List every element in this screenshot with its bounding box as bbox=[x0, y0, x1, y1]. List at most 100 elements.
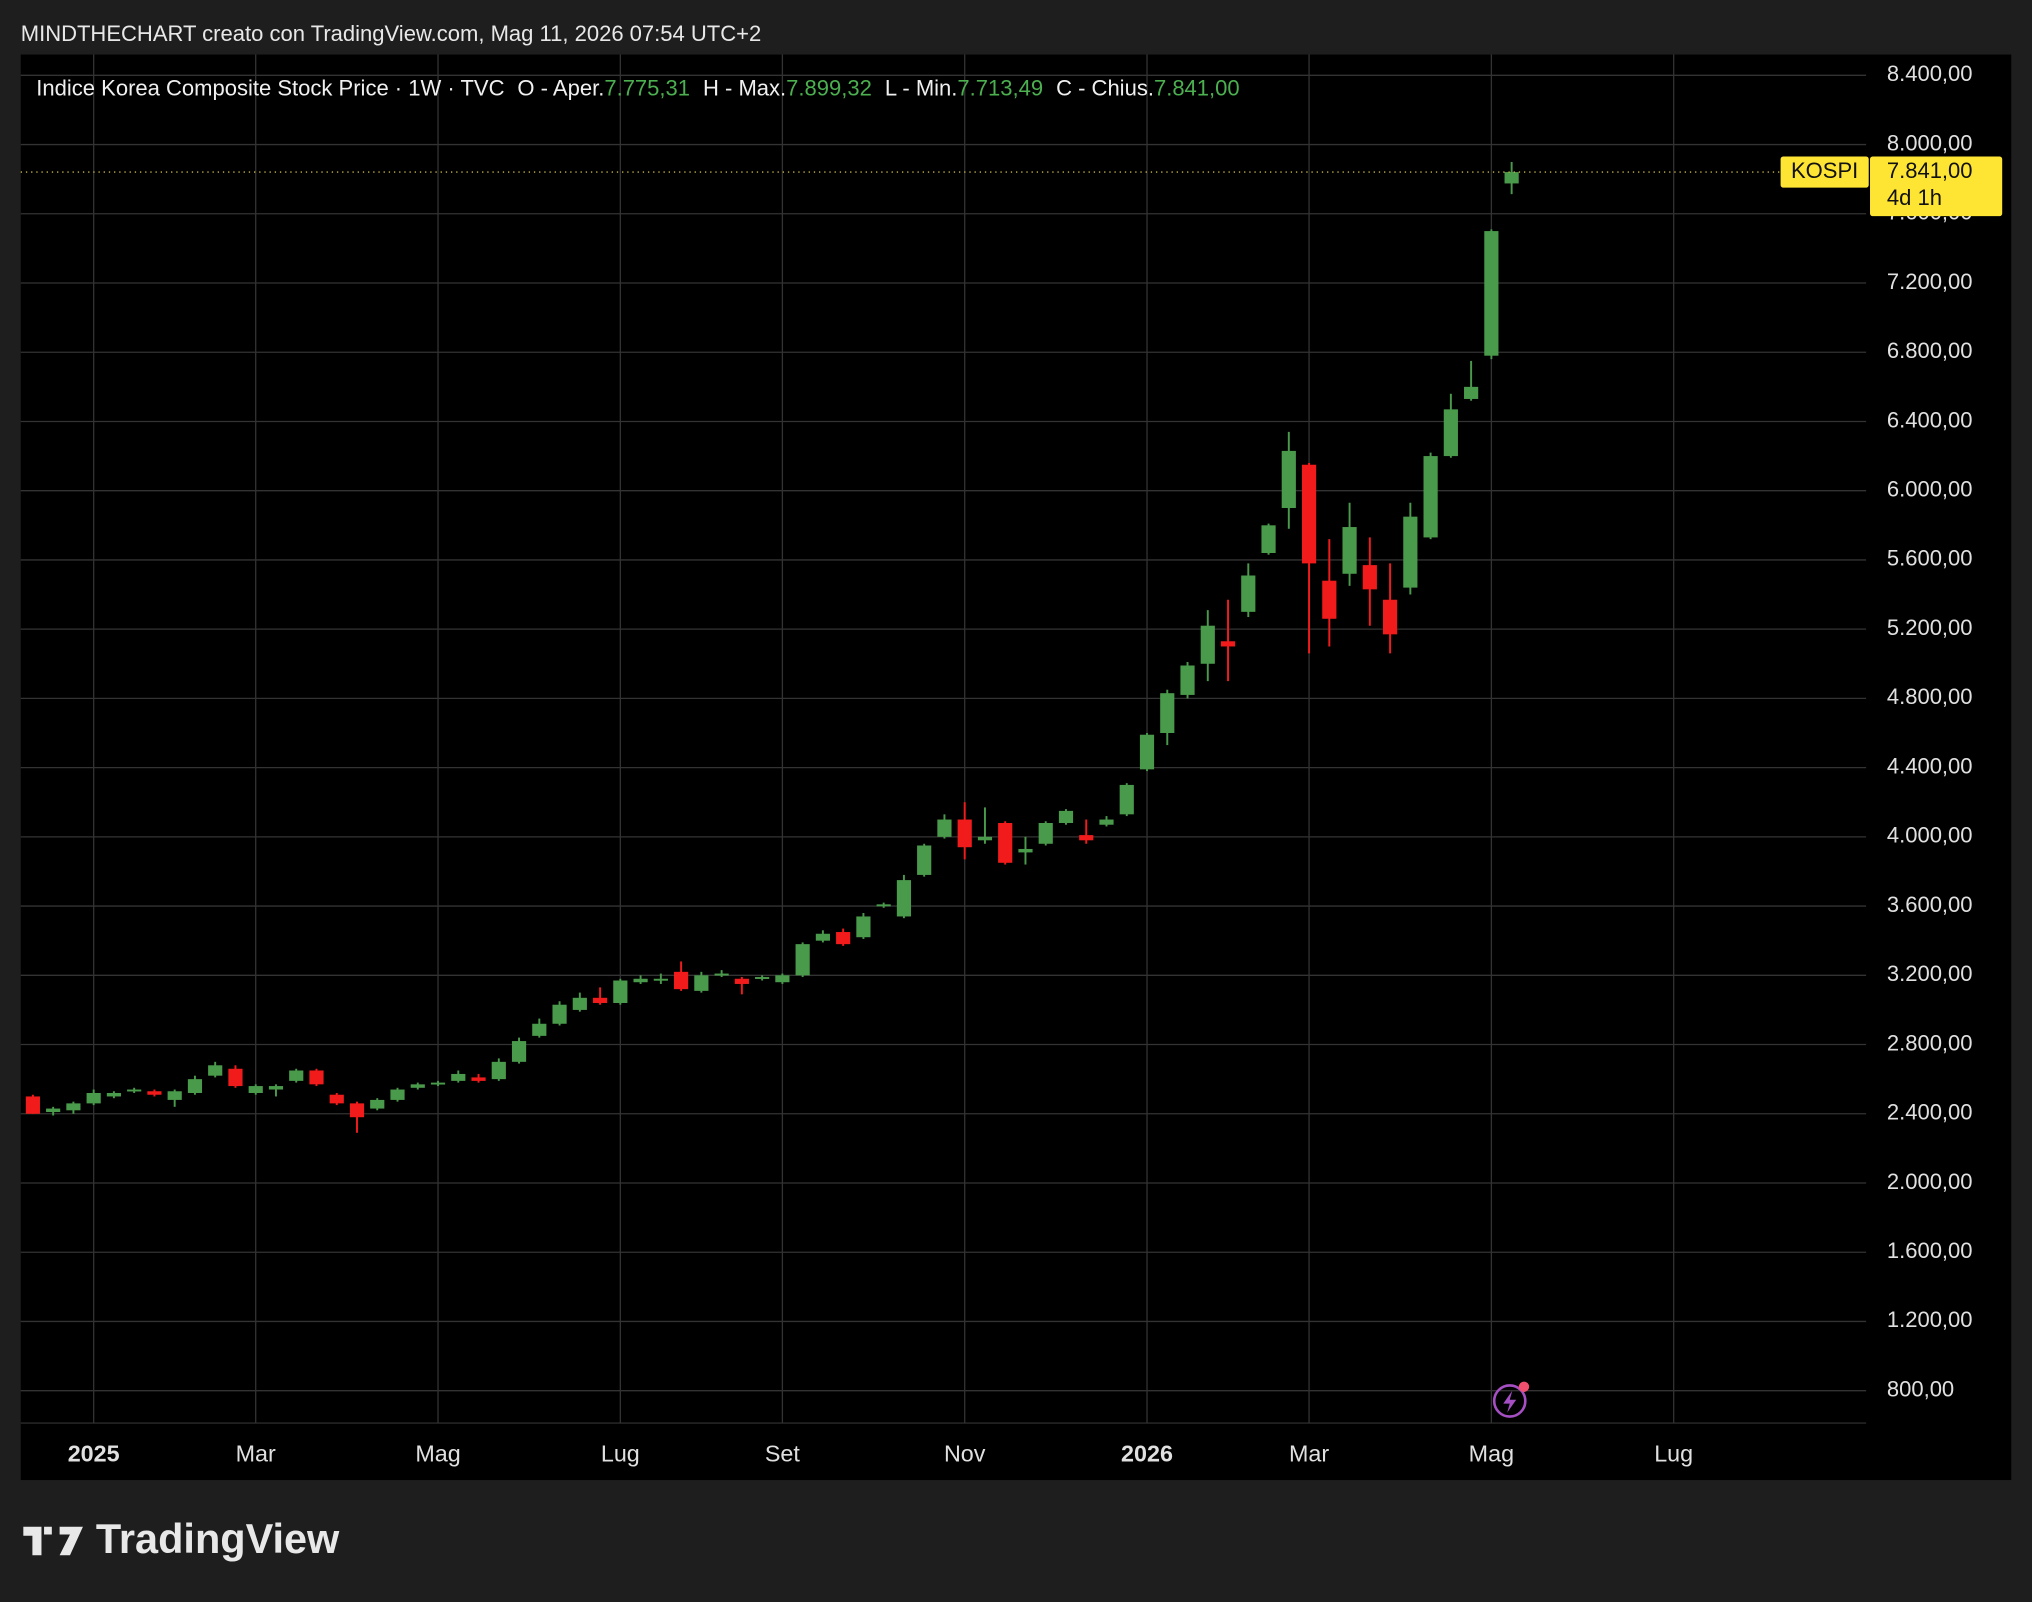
candle-body bbox=[795, 944, 810, 976]
candle-body bbox=[613, 980, 628, 1003]
candle-body bbox=[856, 916, 871, 938]
candle-body bbox=[390, 1089, 405, 1100]
candle-body bbox=[1261, 525, 1276, 554]
candle-body bbox=[147, 1091, 162, 1095]
x-tick-label: Mar bbox=[1289, 1441, 1329, 1467]
candle-body bbox=[653, 978, 668, 981]
legend-ohlc-name: H - Max. bbox=[703, 75, 786, 100]
candle-body bbox=[755, 977, 770, 979]
candle-body bbox=[1139, 734, 1155, 770]
candle-body bbox=[167, 1091, 182, 1100]
y-tick-label: 6.000,00 bbox=[1887, 477, 1973, 502]
candle-body bbox=[1058, 810, 1074, 823]
candle-body bbox=[1464, 386, 1479, 399]
legend-ohlc-value: 7.899,32 bbox=[786, 75, 872, 100]
candle-body bbox=[917, 845, 932, 875]
candle-body bbox=[370, 1099, 385, 1109]
legend: Indice Korea Composite Stock Price · 1W … bbox=[36, 75, 1239, 100]
y-tick-label: 4.800,00 bbox=[1887, 684, 1973, 709]
x-tick-label: Mag bbox=[415, 1441, 460, 1467]
x-tick-label: 2025 bbox=[68, 1441, 120, 1467]
y-tick-label: 8.000,00 bbox=[1887, 130, 1973, 155]
candle-body bbox=[1180, 665, 1195, 695]
candle-body bbox=[1079, 835, 1094, 841]
y-tick-label: 2.800,00 bbox=[1887, 1030, 1973, 1055]
candle-body bbox=[25, 1096, 40, 1114]
candle-body bbox=[86, 1092, 101, 1104]
y-tick-label: 3.200,00 bbox=[1887, 961, 1973, 986]
y-tick-label: 3.600,00 bbox=[1887, 892, 1973, 917]
candle-body bbox=[1241, 575, 1256, 612]
y-tick-label: 7.200,00 bbox=[1887, 269, 1973, 294]
candle-body bbox=[1342, 527, 1357, 574]
candle-body bbox=[208, 1065, 223, 1076]
symbol-label: KOSPI bbox=[1791, 158, 1858, 183]
attribution: MINDTHECHART creato con TradingView.com,… bbox=[21, 21, 762, 46]
candle-body bbox=[998, 822, 1013, 863]
candle-body bbox=[451, 1073, 466, 1081]
candle-body bbox=[896, 880, 912, 917]
candle-body bbox=[1382, 599, 1398, 635]
price-badge bbox=[1870, 156, 2003, 217]
y-tick-label: 8.400,00 bbox=[1887, 61, 1973, 86]
last-price-label: 7.841,00 bbox=[1887, 158, 1973, 183]
symbol-badge bbox=[1780, 156, 1869, 188]
brand-name: TradingView bbox=[96, 1515, 340, 1562]
candle-body bbox=[1220, 641, 1236, 647]
candle-body bbox=[471, 1077, 486, 1081]
candle-body bbox=[977, 836, 993, 841]
candle-body bbox=[592, 997, 608, 1003]
candle-body bbox=[1423, 456, 1438, 538]
y-tick-label: 1.200,00 bbox=[1887, 1307, 1973, 1332]
legend-ohlc-value: 7.841,00 bbox=[1154, 75, 1240, 100]
candle-body bbox=[106, 1092, 122, 1097]
candle-body bbox=[1018, 848, 1033, 853]
candle-body bbox=[1484, 231, 1499, 356]
candle-body bbox=[1362, 565, 1377, 590]
legend-ohlc-value: 7.775,31 bbox=[604, 75, 690, 100]
y-tick-label: 2.400,00 bbox=[1887, 1100, 1973, 1125]
candle-body bbox=[1301, 464, 1317, 564]
candle-body bbox=[430, 1082, 446, 1085]
candle-body bbox=[1119, 784, 1134, 815]
y-tick-label: 6.400,00 bbox=[1887, 407, 1973, 432]
alert-icon bbox=[1492, 1381, 1530, 1418]
brand: TradingView bbox=[23, 1515, 340, 1562]
candle-body bbox=[734, 978, 749, 984]
x-tick-label: Mar bbox=[236, 1441, 276, 1467]
candle-body bbox=[674, 971, 689, 990]
candle-body bbox=[228, 1068, 243, 1087]
y-tick-label: 4.000,00 bbox=[1887, 823, 1973, 848]
y-tick-label: 6.800,00 bbox=[1887, 338, 1973, 363]
candle-body bbox=[329, 1094, 344, 1104]
y-tick-label: 5.600,00 bbox=[1887, 546, 1973, 571]
candle-body bbox=[1403, 516, 1418, 588]
candle-body bbox=[836, 932, 851, 945]
candle-body bbox=[532, 1023, 547, 1036]
x-tick-label: Nov bbox=[944, 1441, 986, 1467]
candle-body bbox=[714, 973, 729, 976]
candle-body bbox=[46, 1108, 61, 1113]
candle-body bbox=[248, 1086, 263, 1093]
countdown: 4d 1h bbox=[1887, 185, 1942, 210]
candles bbox=[25, 161, 1519, 1133]
legend-ohlc-name: C - Chius. bbox=[1056, 75, 1154, 100]
legend-ohlc-name: O - Aper. bbox=[517, 75, 604, 100]
y-tick-label: 5.200,00 bbox=[1887, 615, 1973, 640]
x-tick-label: Lug bbox=[1654, 1441, 1693, 1467]
candle-body bbox=[694, 975, 709, 991]
candle-body bbox=[1322, 580, 1337, 619]
candle-body bbox=[309, 1070, 324, 1085]
legend-title: Indice Korea Composite Stock Price · 1W … bbox=[36, 75, 504, 100]
candle-body bbox=[1160, 693, 1175, 733]
x-tick-label: Mag bbox=[1469, 1441, 1514, 1467]
candle-body bbox=[66, 1103, 81, 1111]
candle-body bbox=[775, 975, 790, 983]
candle-body bbox=[1281, 450, 1296, 509]
candle-body bbox=[957, 819, 972, 848]
brand-logo bbox=[23, 1526, 83, 1556]
candle-body bbox=[572, 997, 587, 1010]
candle-body bbox=[552, 1004, 567, 1024]
